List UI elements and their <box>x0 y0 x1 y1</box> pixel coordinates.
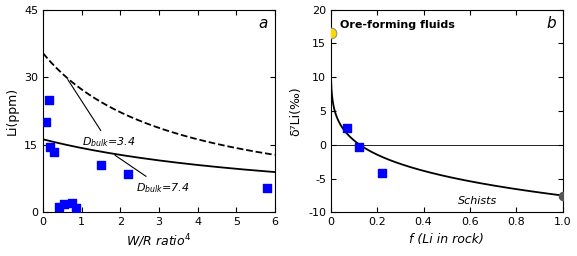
Point <box>60 202 69 206</box>
Point <box>123 172 133 176</box>
Text: $D_{bulk}$=3.4: $D_{bulk}$=3.4 <box>68 80 136 150</box>
Point <box>46 145 55 149</box>
Point <box>263 186 272 190</box>
Point <box>377 171 387 175</box>
X-axis label: f (Li in rock): f (Li in rock) <box>409 233 484 246</box>
Point <box>72 206 81 210</box>
Text: Schists: Schists <box>458 196 497 206</box>
Text: b: b <box>546 16 556 31</box>
Point <box>558 194 567 198</box>
Text: $D_{bulk}$=7.4: $D_{bulk}$=7.4 <box>115 155 189 195</box>
Point <box>49 150 58 154</box>
Point <box>96 163 106 167</box>
Text: a: a <box>258 16 268 31</box>
Point <box>54 205 63 209</box>
Point <box>44 98 54 102</box>
Y-axis label: δ⁷Li(‰): δ⁷Li(‰) <box>290 86 302 136</box>
Point <box>343 126 352 130</box>
Point <box>354 145 364 149</box>
Point <box>68 201 77 206</box>
Text: Ore-forming fluids: Ore-forming fluids <box>340 20 455 30</box>
Y-axis label: Li(ppm): Li(ppm) <box>6 87 18 135</box>
Point <box>42 120 51 124</box>
X-axis label: W/R ratio$^4$: W/R ratio$^4$ <box>126 233 192 250</box>
Point <box>326 31 335 35</box>
